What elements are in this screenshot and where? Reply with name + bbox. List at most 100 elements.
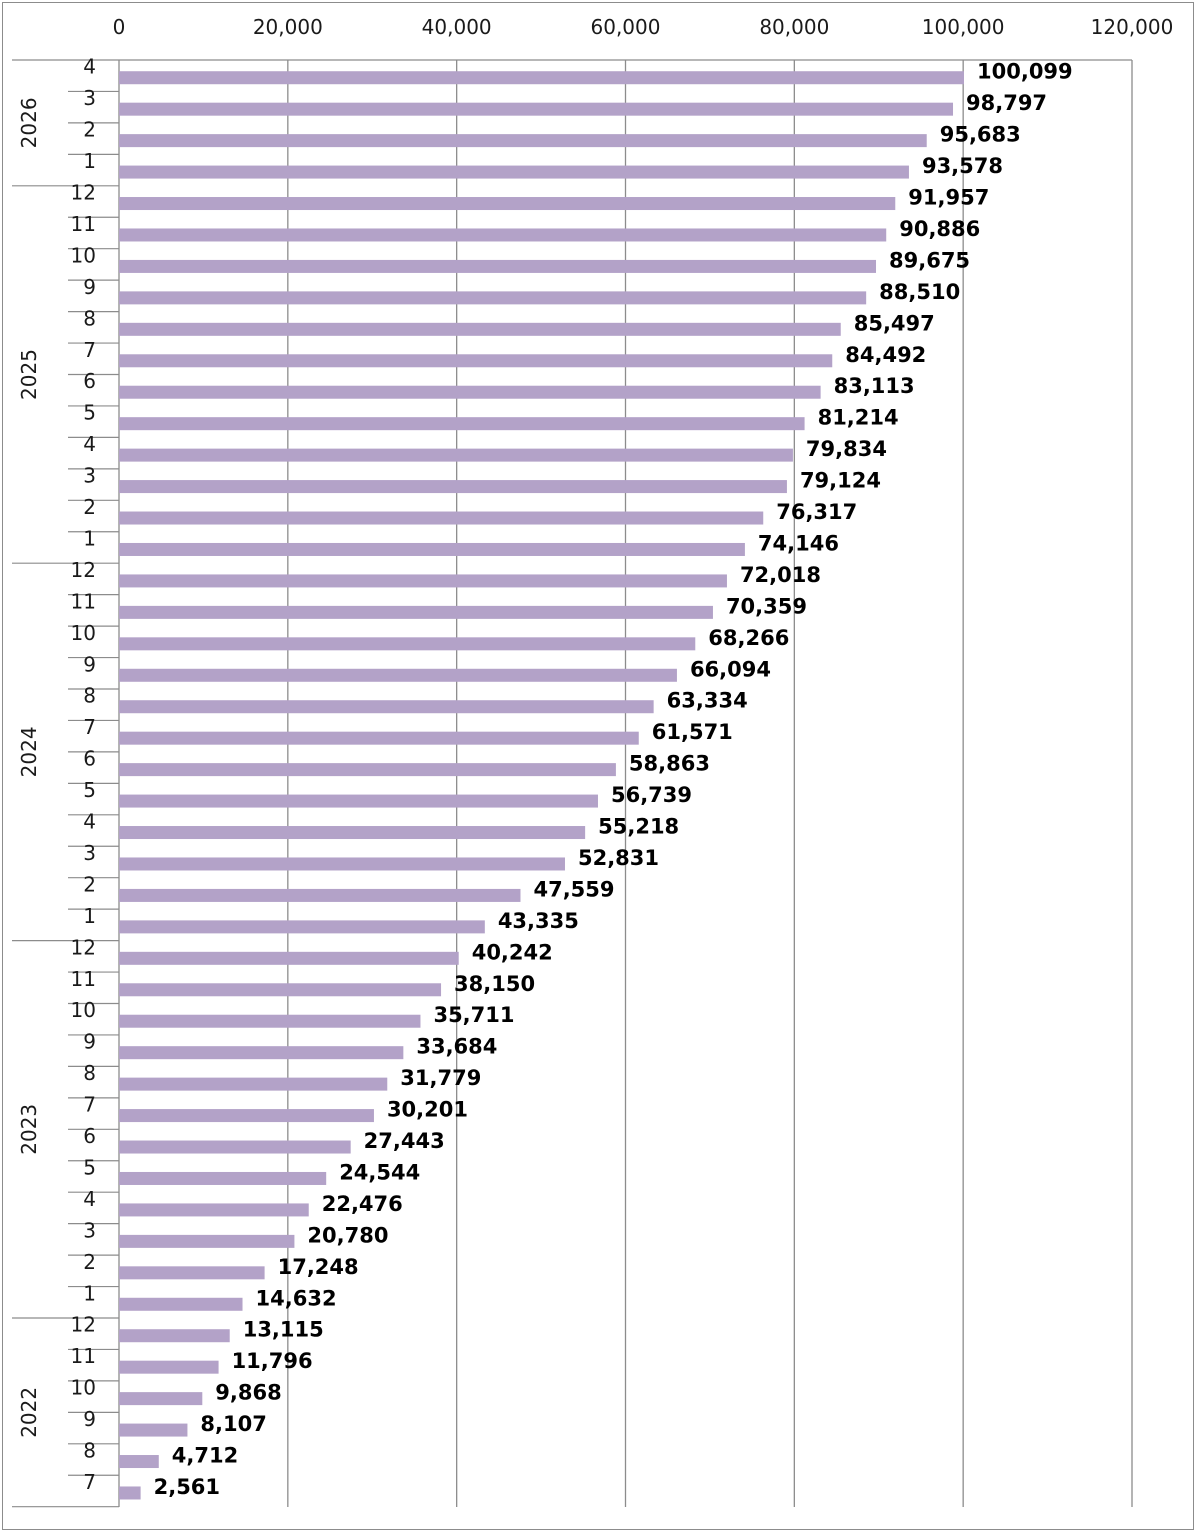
bar: [119, 857, 565, 871]
month-label: 7: [83, 1470, 96, 1494]
data-label: 85,497: [854, 311, 935, 335]
x-tick-label: 40,000: [422, 15, 492, 39]
bar: [119, 983, 442, 997]
data-label: 89,675: [889, 248, 970, 272]
bar: [119, 291, 867, 305]
bar: [119, 1014, 421, 1028]
month-label: 3: [83, 86, 96, 110]
bar: [119, 1171, 327, 1185]
data-label: 8,107: [200, 1412, 266, 1436]
bar: [119, 826, 586, 840]
month-label: 9: [83, 275, 96, 299]
data-label: 38,150: [454, 972, 535, 996]
month-label: 11: [71, 967, 96, 991]
bar: [119, 259, 877, 273]
data-label: 35,711: [433, 1003, 514, 1027]
data-label: 52,831: [578, 846, 659, 870]
year-label: 2025: [17, 349, 41, 400]
year-label: 2023: [17, 1104, 41, 1155]
data-label: 84,492: [845, 343, 926, 367]
bar: [119, 574, 727, 588]
year-label: 2024: [17, 726, 41, 777]
data-label: 72,018: [740, 563, 821, 587]
month-label: 2: [83, 495, 96, 519]
data-label: 55,218: [598, 815, 679, 839]
data-label: 100,099: [977, 60, 1073, 84]
data-label: 74,146: [758, 531, 839, 555]
month-label: 12: [71, 558, 96, 582]
data-label: 81,214: [818, 406, 899, 430]
bar: [119, 1297, 243, 1311]
month-label: 9: [83, 1407, 96, 1431]
data-label: 43,335: [498, 909, 579, 933]
bar: [119, 1329, 230, 1343]
bar: [119, 700, 654, 714]
data-label: 98,797: [966, 91, 1047, 115]
month-label: 7: [83, 715, 96, 739]
month-label: 10: [71, 243, 96, 267]
bar: [119, 763, 616, 777]
month-label: 3: [83, 464, 96, 488]
month-label: 10: [71, 1376, 96, 1400]
bar: [119, 637, 696, 651]
data-label: 14,632: [256, 1286, 337, 1310]
data-label: 30,201: [387, 1098, 468, 1122]
bar: [119, 511, 764, 525]
data-label: 66,094: [690, 657, 771, 681]
month-label: 10: [71, 998, 96, 1022]
data-label: 11,796: [232, 1349, 313, 1373]
data-label: 31,779: [400, 1066, 481, 1090]
month-label: 5: [83, 778, 96, 802]
bar: [119, 794, 598, 808]
year-label: 2022: [17, 1387, 41, 1438]
bar: [119, 228, 887, 242]
month-label: 7: [83, 338, 96, 362]
month-label: 6: [83, 1124, 96, 1148]
bar: [119, 1109, 374, 1123]
month-label: 2: [83, 872, 96, 896]
bar: [119, 605, 713, 619]
year-label: 2026: [17, 97, 41, 148]
month-label: 12: [71, 1313, 96, 1337]
bar: [119, 951, 459, 965]
data-label: 56,739: [611, 783, 692, 807]
bar: [119, 165, 909, 179]
x-tick-label: 60,000: [591, 15, 661, 39]
x-tick-label: 120,000: [1091, 15, 1174, 39]
bar: [119, 385, 821, 399]
bar: [119, 417, 805, 431]
data-label: 61,571: [652, 720, 733, 744]
bar: [119, 322, 841, 336]
data-label: 47,559: [533, 877, 614, 901]
bar: [119, 1140, 351, 1154]
bar: [119, 1077, 388, 1091]
data-label: 9,868: [215, 1381, 281, 1405]
month-label: 6: [83, 747, 96, 771]
month-label: 4: [83, 432, 96, 456]
month-label: 8: [83, 1061, 96, 1085]
month-label: 5: [83, 1155, 96, 1179]
bar: [119, 1360, 219, 1374]
month-label: 12: [71, 181, 96, 205]
bar: [119, 1234, 295, 1248]
data-label: 93,578: [922, 154, 1003, 178]
month-label: 1: [83, 149, 96, 173]
data-label: 17,248: [278, 1255, 359, 1279]
bar: [119, 354, 833, 368]
bar: [119, 1046, 404, 1060]
data-label: 24,544: [339, 1160, 420, 1184]
bar: [119, 134, 927, 148]
month-label: 3: [83, 841, 96, 865]
data-label: 88,510: [879, 280, 960, 304]
month-label: 11: [71, 212, 96, 236]
month-label: 8: [83, 306, 96, 330]
data-label: 27,443: [364, 1129, 445, 1153]
bar: [119, 731, 639, 745]
month-label: 4: [83, 1187, 96, 1211]
bar: [119, 542, 745, 556]
bar: [119, 197, 896, 211]
bar: [119, 1486, 141, 1500]
data-label: 2,561: [154, 1475, 220, 1499]
data-label: 63,334: [667, 689, 748, 713]
month-label: 5: [83, 401, 96, 425]
